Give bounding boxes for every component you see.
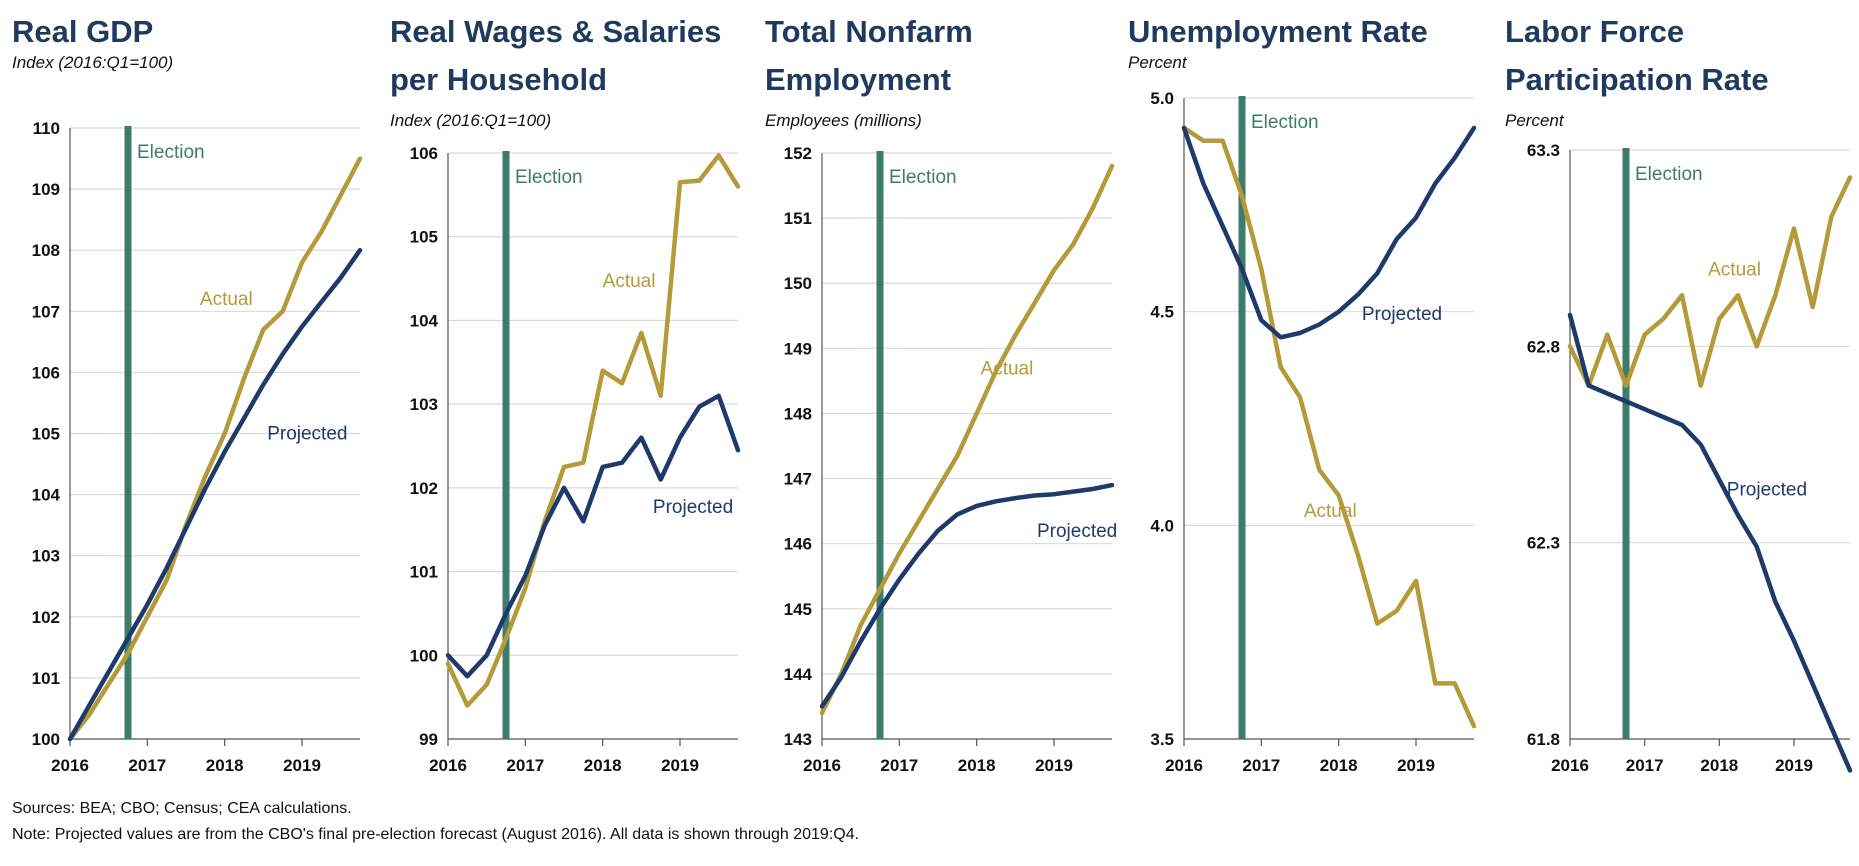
chart-4-x-tick-label: 2019 — [1397, 756, 1435, 775]
chart-4-y-tick-label: 5.0 — [1150, 89, 1174, 108]
chart-2-title-line-2: per Household — [390, 62, 607, 97]
chart-2-x-tick-label: 2017 — [506, 756, 544, 775]
chart-5-election-label: Election — [1635, 164, 1703, 185]
chart-1-x-tick-label: 2019 — [283, 756, 321, 775]
chart-1-projected-label: Projected — [267, 424, 347, 445]
chart-1-y-tick-label: 106 — [32, 363, 60, 382]
chart-1-x-tick-label: 2016 — [51, 756, 89, 775]
chart-1-subtitle: Index (2016:Q1=100) — [12, 53, 173, 72]
chart-2-y-tick-label: 102 — [410, 479, 438, 498]
chart-5-projected-line — [1567, 312, 1853, 773]
chart-3-subtitle: Employees (millions) — [765, 111, 922, 130]
chart-5-subtitle: Percent — [1505, 111, 1565, 130]
chart-3-y-tick-label: 150 — [784, 274, 812, 293]
chart-2-y-tick-label: 104 — [410, 311, 439, 330]
chart-1-y-tick-label: 102 — [32, 608, 60, 627]
chart-5-y-tick-label: 62.3 — [1527, 534, 1560, 553]
chart-5-x-tick-label: 2018 — [1700, 756, 1738, 775]
chart-5-x-tick-label: 2019 — [1775, 756, 1813, 775]
chart-2-title-line-1: Real Wages & Salaries — [390, 14, 721, 49]
chart-2-projected-line — [445, 393, 741, 679]
chart-1-title-line-1: Real GDP — [12, 14, 153, 49]
chart-5-y-tick-label: 62.8 — [1527, 337, 1560, 356]
chart-4-y-tick-label: 4.5 — [1150, 303, 1174, 322]
chart-1-y-tick-label: 105 — [32, 425, 60, 444]
chart-1-actual-line — [67, 156, 363, 742]
chart-2-actual-label: Actual — [603, 271, 656, 292]
chart-2-y-tick-label: 100 — [410, 646, 438, 665]
chart-3-y-tick-label: 147 — [784, 470, 812, 489]
chart-4-election-label: Election — [1251, 112, 1319, 133]
chart-4-x-tick-label: 2016 — [1165, 756, 1203, 775]
chart-5-y-tick-label: 61.8 — [1527, 730, 1560, 749]
chart-4-subtitle: Percent — [1128, 53, 1188, 72]
chart-3-title-line-1: Total Nonfarm — [765, 14, 973, 49]
chart-4-y-tick-label: 3.5 — [1150, 730, 1174, 749]
chart-4-x-tick-label: 2017 — [1242, 756, 1280, 775]
chart-1-y-tick-label: 108 — [32, 241, 60, 260]
chart-2-actual-line — [445, 153, 741, 708]
chart-3-y-tick-label: 143 — [784, 730, 812, 749]
chart-5-y-tick-label: 63.3 — [1527, 141, 1560, 160]
chart-3-x-tick-label: 2019 — [1035, 756, 1073, 775]
chart-1-y-tick-label: 104 — [32, 486, 61, 505]
chart-4-y-tick-label: 4.0 — [1150, 516, 1174, 535]
chart-3-x-tick-label: 2017 — [880, 756, 918, 775]
chart-1-y-tick-label: 103 — [32, 547, 60, 566]
chart-3-y-tick-label: 145 — [784, 600, 812, 619]
chart-3-x-tick-label: 2018 — [958, 756, 996, 775]
chart-3-projected-label: Projected — [1037, 521, 1117, 542]
chart-3-actual-label: Actual — [981, 358, 1034, 379]
chart-3-y-tick-label: 148 — [784, 404, 812, 423]
chart-5-actual-line — [1567, 175, 1853, 388]
chart-4-actual-label: Actual — [1304, 501, 1357, 522]
chart-2-x-tick-label: 2016 — [429, 756, 467, 775]
chart-1-y-tick-label: 100 — [32, 730, 60, 749]
chart-3-y-tick-label: 149 — [784, 339, 812, 358]
chart-3-x-tick-label: 2016 — [803, 756, 841, 775]
chart-3-actual-line — [819, 163, 1115, 716]
chart-2-projected-label: Projected — [653, 497, 733, 518]
chart-5-title-line-2: Participation Rate — [1505, 62, 1769, 97]
chart-3-y-tick-label: 144 — [784, 665, 813, 684]
chart-1-election-label: Election — [137, 142, 205, 163]
chart-3-y-tick-label: 151 — [784, 209, 812, 228]
chart-1-y-tick-label: 109 — [32, 180, 60, 199]
chart-4-projected-label: Projected — [1362, 304, 1442, 325]
chart-1-y-tick-label: 101 — [32, 669, 60, 688]
chart-5-projected-label: Projected — [1727, 480, 1807, 501]
chart-5-actual-label: Actual — [1708, 260, 1761, 281]
chart-4-projected-line — [1181, 125, 1477, 340]
chart-3-y-tick-label: 146 — [784, 535, 812, 554]
chart-2-y-tick-label: 101 — [410, 563, 438, 582]
chart-2-subtitle: Index (2016:Q1=100) — [390, 111, 551, 130]
chart-3-projected-line — [819, 482, 1115, 709]
sources-note: Sources: BEA; CBO; Census; CEA calculati… — [12, 800, 352, 817]
chart-1-y-tick-label: 107 — [32, 302, 60, 321]
chart-5-x-tick-label: 2017 — [1626, 756, 1664, 775]
chart-1-y-tick-label: 110 — [33, 119, 60, 138]
chart-3-title-line-2: Employment — [765, 62, 951, 97]
chart-2-y-tick-label: 106 — [410, 144, 438, 163]
chart-5-x-tick-label: 2016 — [1551, 756, 1589, 775]
chart-2-x-tick-label: 2018 — [584, 756, 622, 775]
chart-5-title-line-1: Labor Force — [1505, 14, 1684, 49]
chart-2-y-tick-label: 103 — [410, 395, 438, 414]
chart-2-y-tick-label: 99 — [419, 730, 438, 749]
methodology-note: Note: Projected values are from the CBO'… — [12, 826, 860, 843]
chart-2-x-tick-label: 2019 — [661, 756, 699, 775]
chart-1-actual-label: Actual — [200, 289, 253, 310]
chart-1-x-tick-label: 2017 — [128, 756, 166, 775]
chart-3-y-tick-label: 152 — [784, 144, 812, 163]
chart-1-x-tick-label: 2018 — [206, 756, 244, 775]
chart-2-y-tick-label: 105 — [410, 228, 438, 247]
chart-2-election-label: Election — [515, 167, 583, 188]
chart-3-election-label: Election — [889, 167, 957, 188]
chart-4-title-line-1: Unemployment Rate — [1128, 14, 1428, 49]
chart-4-x-tick-label: 2018 — [1320, 756, 1358, 775]
chart-1-projected-line — [67, 247, 363, 742]
chart-4-actual-line — [1181, 125, 1477, 729]
